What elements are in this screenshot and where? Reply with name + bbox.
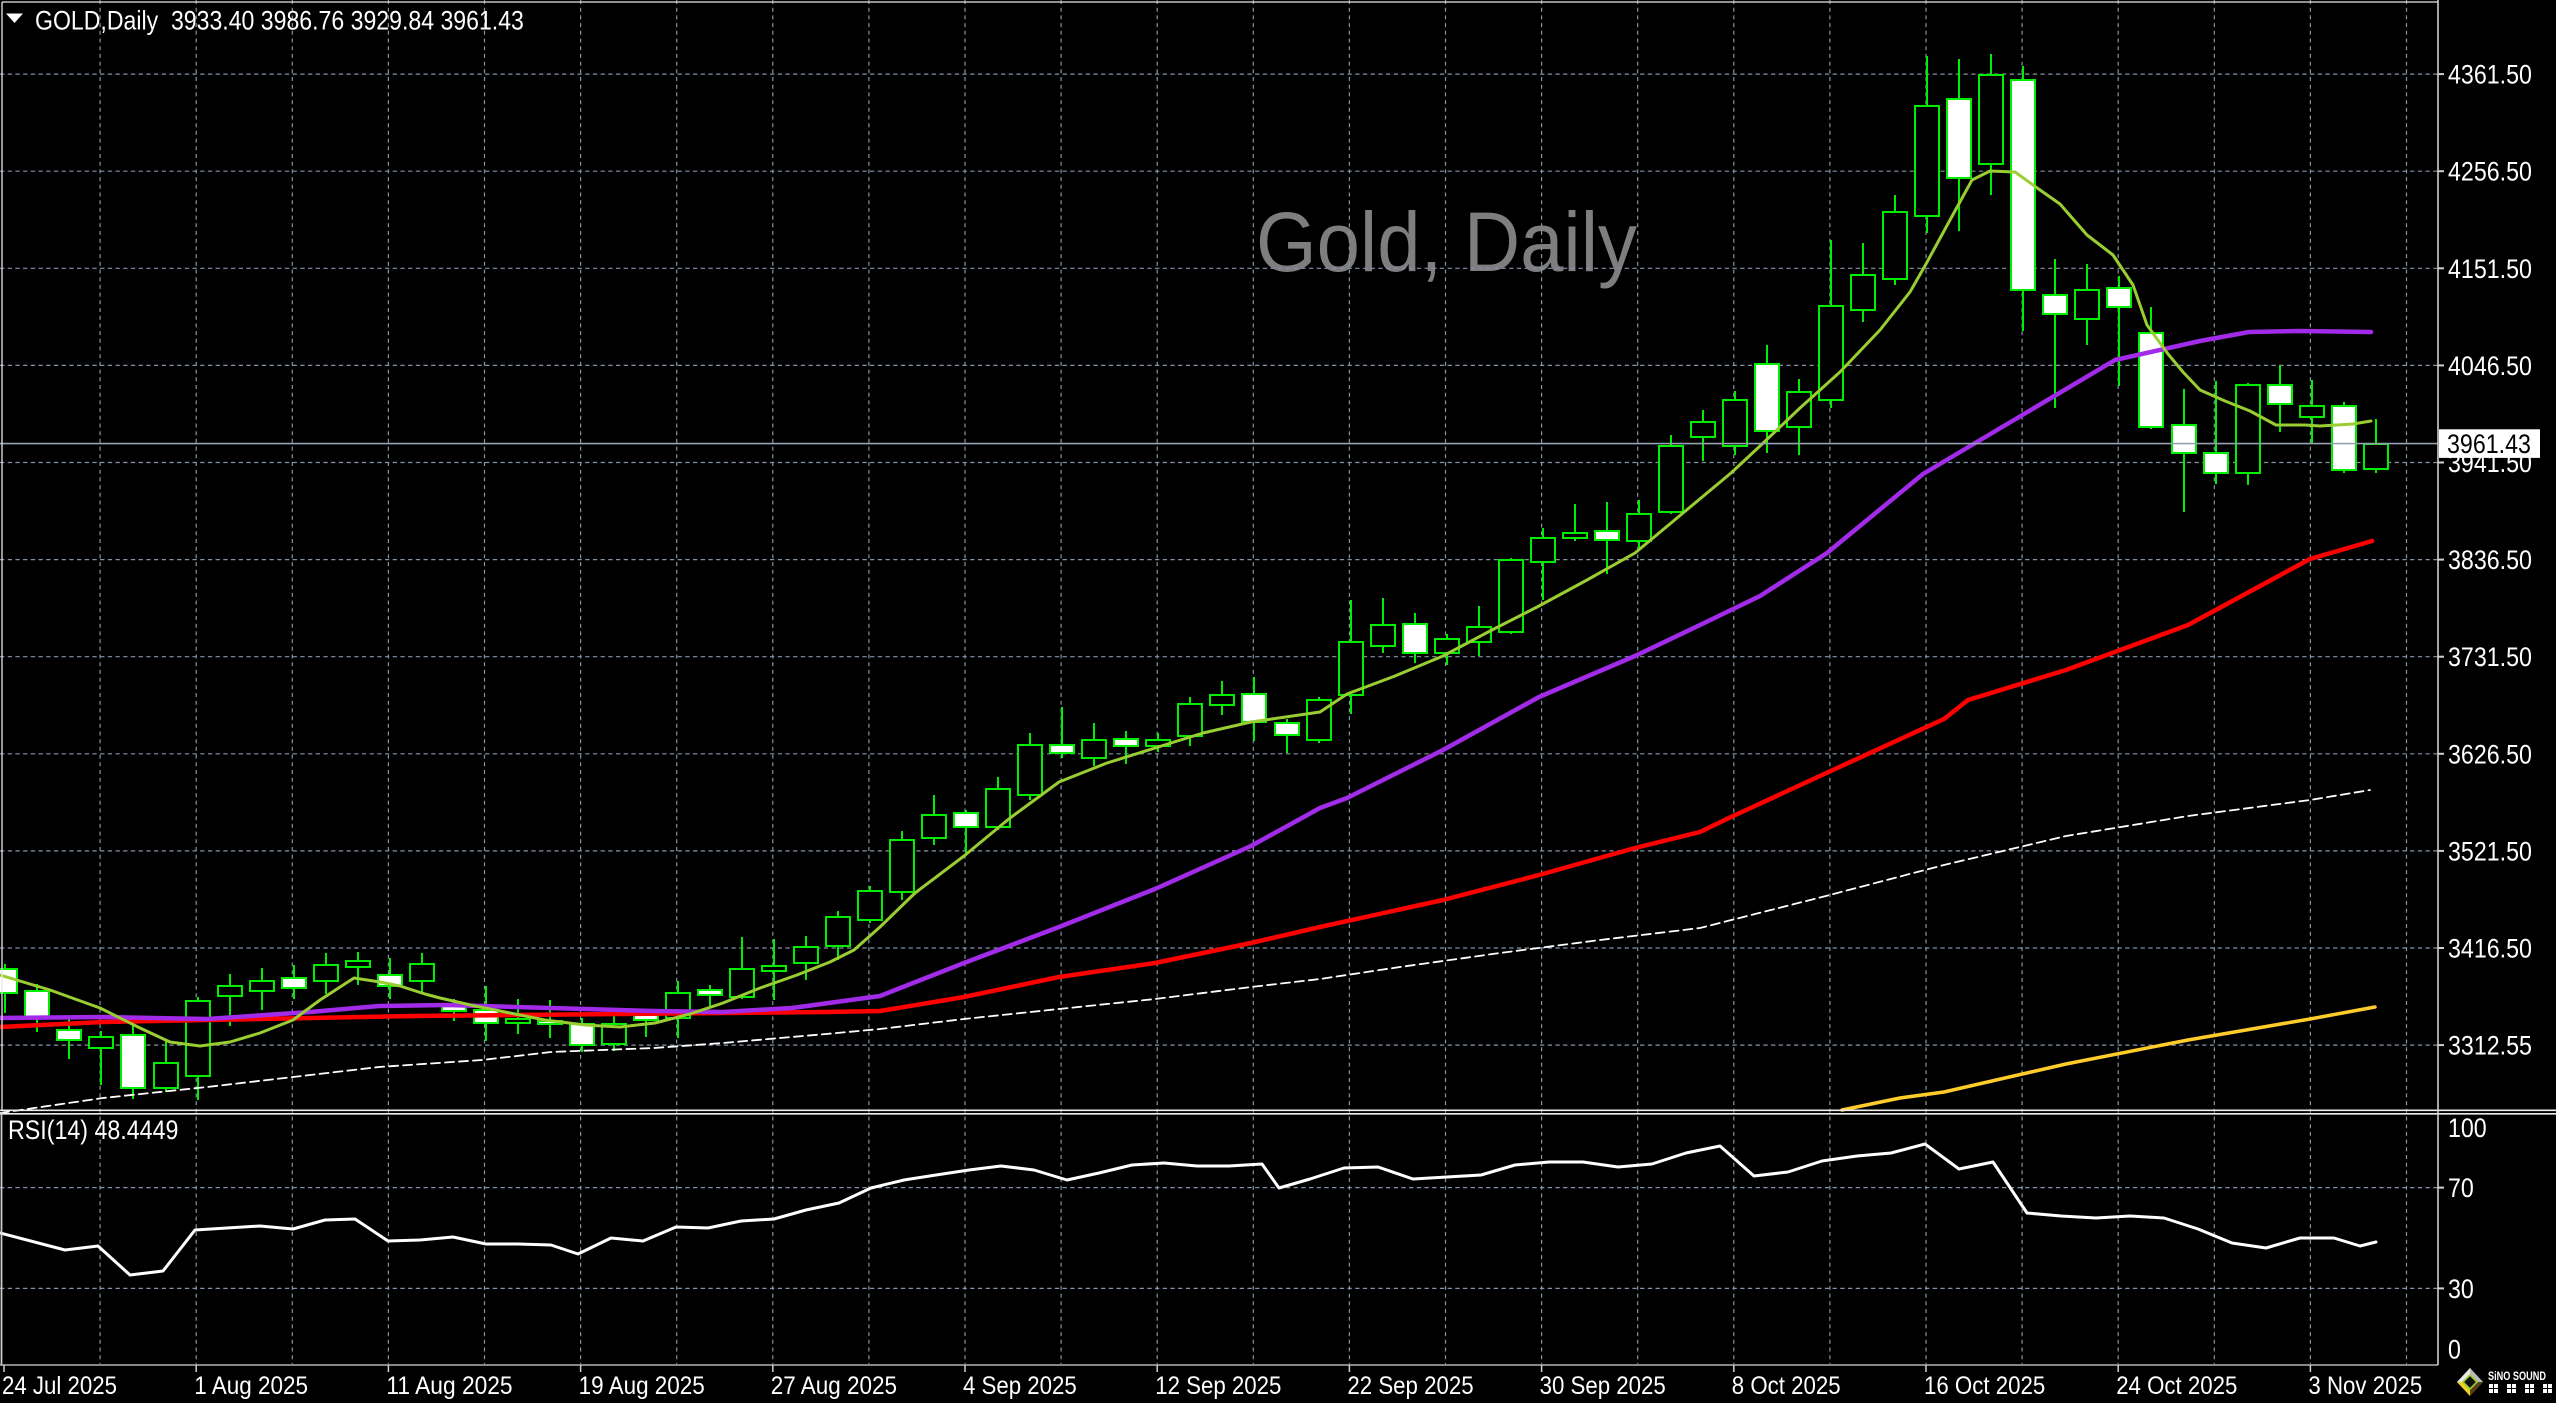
svg-text:24 Oct 2025: 24 Oct 2025 [2116, 1372, 2237, 1400]
svg-text:4151.50: 4151.50 [2448, 254, 2532, 284]
svg-text:19 Aug 2025: 19 Aug 2025 [579, 1372, 705, 1400]
svg-text:11 Aug 2025: 11 Aug 2025 [386, 1372, 512, 1400]
svg-text:30 Sep 2025: 30 Sep 2025 [1540, 1372, 1666, 1400]
svg-text:8 Oct 2025: 8 Oct 2025 [1732, 1372, 1841, 1400]
svg-text:22 Sep 2025: 22 Sep 2025 [1347, 1372, 1473, 1400]
svg-text:27 Aug 2025: 27 Aug 2025 [771, 1372, 897, 1400]
svg-text:3 Nov 2025: 3 Nov 2025 [2308, 1372, 2422, 1400]
svg-text:4361.50: 4361.50 [2448, 60, 2532, 90]
svg-text:100: 100 [2448, 1113, 2487, 1143]
svg-text:12 Sep 2025: 12 Sep 2025 [1155, 1372, 1281, 1400]
svg-text:4046.50: 4046.50 [2448, 351, 2532, 381]
svg-text:30: 30 [2448, 1274, 2474, 1304]
svg-text:SiNO SOUND: SiNO SOUND [2488, 1371, 2546, 1383]
svg-text:RSI(14) 48.4449: RSI(14) 48.4449 [8, 1115, 178, 1145]
svg-text:24 Jul 2025: 24 Jul 2025 [2, 1372, 117, 1400]
svg-text:3521.50: 3521.50 [2448, 836, 2532, 866]
svg-text:3626.50: 3626.50 [2448, 739, 2532, 769]
svg-text:3731.50: 3731.50 [2448, 642, 2532, 672]
svg-text:GOLD,Daily 3933.40 3986.76 39: GOLD,Daily 3933.40 3986.76 3929.84 3961.… [35, 6, 524, 36]
svg-text:3312.55: 3312.55 [2448, 1031, 2532, 1061]
svg-text:3416.50: 3416.50 [2448, 934, 2532, 964]
svg-text:4256.50: 4256.50 [2448, 157, 2532, 187]
svg-text:3961.43: 3961.43 [2447, 429, 2531, 459]
svg-text:3836.50: 3836.50 [2448, 545, 2532, 575]
svg-text:0: 0 [2448, 1335, 2461, 1365]
svg-text:Gold, Daily: Gold, Daily [1256, 195, 1637, 289]
svg-text:16 Oct 2025: 16 Oct 2025 [1924, 1372, 2045, 1400]
svg-text:70: 70 [2448, 1173, 2474, 1203]
svg-text:4 Sep 2025: 4 Sep 2025 [963, 1372, 1077, 1400]
svg-text:1 Aug 2025: 1 Aug 2025 [194, 1372, 308, 1400]
